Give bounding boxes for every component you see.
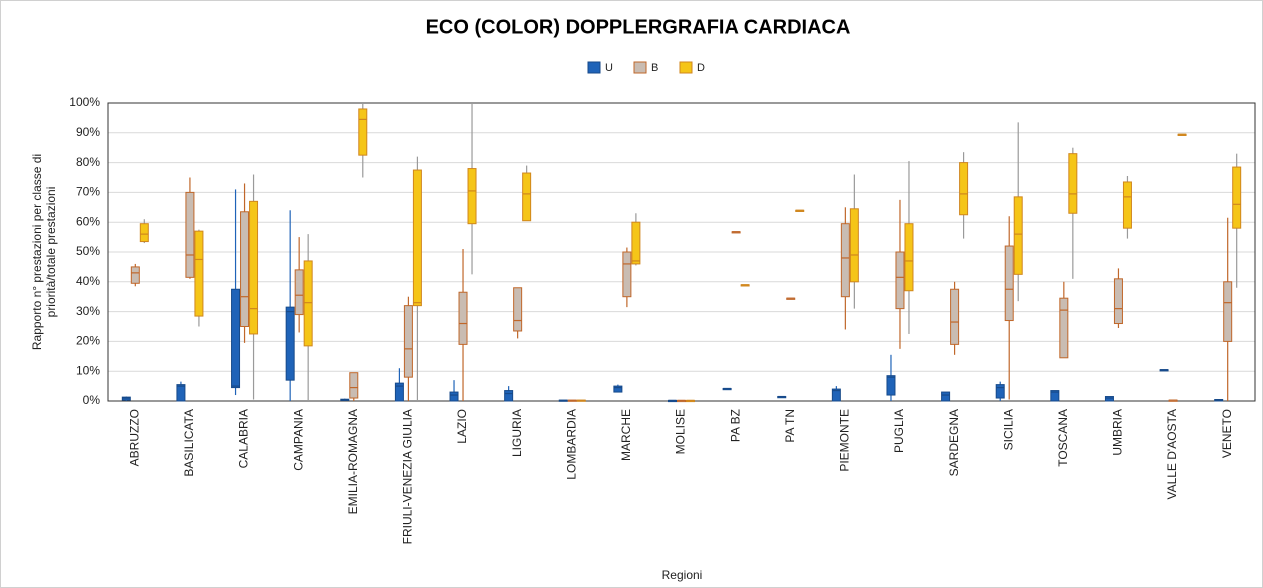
x-tick-label: LOMBARDIA (564, 409, 578, 480)
box (185, 191, 195, 278)
x-tick-label: PUGLIA (892, 409, 906, 453)
x-tick-label: SICILIA (1001, 409, 1015, 450)
y-axis-label-line: priorità/totale prestazioni (44, 187, 58, 318)
box (394, 382, 404, 402)
x-tick-label: LIGURIA (510, 409, 524, 457)
x-tick-label: CAMPANIA (291, 409, 305, 471)
box (1050, 390, 1060, 402)
y-tick-label: 0% (83, 393, 101, 407)
legend-swatch (679, 61, 693, 74)
box (504, 390, 514, 402)
box (240, 211, 250, 328)
box (130, 266, 140, 284)
x-tick-label: FRIULI-VENEZIA GIULIA (401, 409, 415, 544)
box (194, 230, 204, 317)
box (886, 375, 896, 396)
box (412, 169, 422, 307)
box (1223, 281, 1233, 342)
y-tick-label: 100% (69, 95, 100, 109)
box (950, 288, 960, 345)
x-tick-label: EMILIA-ROMAGNA (346, 409, 360, 514)
box (176, 384, 186, 402)
y-tick-label: 70% (76, 185, 100, 199)
box (1104, 396, 1114, 402)
box (613, 385, 623, 393)
y-tick-label: 20% (76, 334, 100, 348)
box (513, 287, 523, 332)
y-tick-label: 80% (76, 155, 100, 169)
legend-swatch (633, 61, 647, 74)
box (895, 251, 905, 310)
x-tick-label: SARDEGNA (947, 409, 961, 476)
legend-label: D (697, 62, 705, 74)
x-tick-label: BASILICATA (182, 409, 196, 477)
box (467, 168, 477, 225)
x-axis-label: Regioni (662, 568, 703, 582)
box (849, 208, 859, 283)
y-tick-label: 30% (76, 304, 100, 318)
box (303, 260, 313, 347)
x-tick-label: VALLE D'AOSTA (1165, 409, 1179, 500)
box (959, 162, 969, 216)
box (840, 223, 850, 298)
box (941, 391, 951, 402)
box (831, 388, 841, 402)
y-tick-label: 10% (76, 363, 100, 377)
box (139, 223, 149, 243)
x-tick-label: LAZIO (455, 409, 469, 444)
x-tick-label: ABRUZZO (127, 409, 141, 466)
box (995, 384, 1005, 399)
box (1232, 166, 1242, 229)
chart-title: ECO (COLOR) DOPPLERGRAFIA CARDIACA (426, 16, 851, 38)
y-tick-label: 60% (76, 214, 100, 228)
legend-swatch (587, 61, 601, 74)
x-tick-label: TOSCANA (1056, 409, 1070, 467)
x-tick-label: MARCHE (619, 409, 633, 461)
x-tick-label: CALABRIA (237, 409, 251, 468)
box (1059, 297, 1069, 359)
box (403, 305, 413, 378)
legend-label: U (605, 62, 613, 74)
y-tick-label: 40% (76, 274, 100, 288)
x-tick-label: PA TN (783, 409, 797, 443)
box (1122, 181, 1132, 229)
box (458, 291, 468, 345)
box (1068, 153, 1078, 214)
y-tick-label: 90% (76, 125, 100, 139)
box (449, 391, 459, 402)
x-tick-label: UMBRIA (1111, 409, 1125, 456)
box (349, 372, 359, 399)
box (904, 223, 914, 292)
box (522, 172, 532, 222)
y-tick-label: 50% (76, 244, 100, 258)
x-tick-label: MOLISE (674, 409, 688, 454)
x-tick-label: PIEMONTE (838, 409, 852, 472)
box (1113, 278, 1123, 325)
box (631, 221, 641, 265)
y-axis-label: Rapporto n° prestazioni per classe di pr… (30, 154, 58, 350)
x-tick-label: VENETO (1220, 409, 1234, 458)
box (1013, 196, 1023, 275)
box (1004, 245, 1014, 322)
box (358, 108, 368, 156)
legend-label: B (651, 62, 658, 74)
box (249, 200, 259, 335)
box (231, 288, 241, 389)
box (294, 269, 304, 316)
x-tick-label: PA BZ (728, 409, 742, 442)
y-axis-label-line: Rapporto n° prestazioni per classe di (30, 154, 44, 350)
box (285, 306, 295, 381)
box (622, 251, 632, 298)
